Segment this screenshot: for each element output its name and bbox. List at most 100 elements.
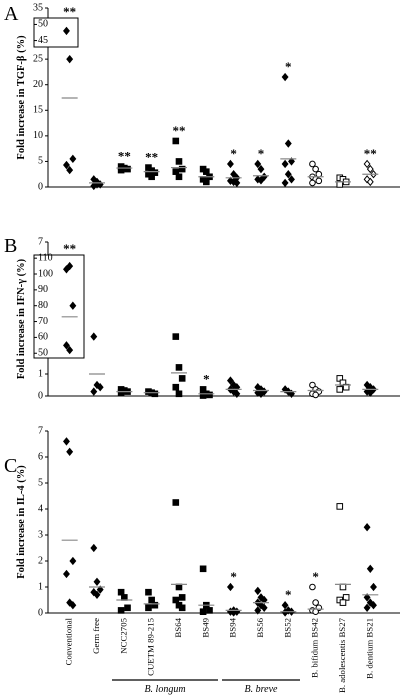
- significance: **: [118, 149, 131, 164]
- data-point: [288, 157, 295, 166]
- x-tick-label: B. dentium BS21: [364, 618, 374, 679]
- y-axis-label: Fold increase in TGF-β (%): [16, 35, 27, 160]
- significance: **: [63, 4, 76, 19]
- data-point: [63, 160, 70, 170]
- data-point: [288, 175, 295, 184]
- data-point: [69, 154, 77, 164]
- x-tick-label: Germ free: [91, 618, 101, 654]
- data-point: [309, 160, 316, 168]
- x-tick-label: BS64: [173, 617, 183, 637]
- x-tick-label: CUETM 89-215: [146, 617, 156, 676]
- data-point: [366, 388, 374, 397]
- panel-label: A: [4, 3, 19, 25]
- data-point: [206, 391, 213, 399]
- data-point: [257, 389, 265, 398]
- inset-tick-label: 60: [38, 332, 48, 343]
- data-point: [206, 607, 213, 614]
- data-point: [117, 166, 125, 174]
- data-point: [96, 383, 104, 392]
- x-tick-label: B. adolescentis BS27: [337, 617, 347, 693]
- data-point: [339, 599, 347, 606]
- data-point: [66, 261, 74, 271]
- data-point: [69, 601, 77, 610]
- y-tick-label: 1: [38, 368, 43, 379]
- data-point: [63, 569, 70, 579]
- data-point: [284, 170, 292, 179]
- data-point: [366, 164, 374, 174]
- y-tick-label: 2: [38, 555, 43, 566]
- data-point: [93, 577, 101, 586]
- data-point: [90, 543, 98, 553]
- inset-tick-label: 50: [38, 19, 48, 30]
- y-tick-label: 1: [38, 581, 43, 592]
- data-point: [336, 503, 344, 510]
- y-tick-label: 7: [38, 425, 43, 436]
- y-tick-label: 7: [38, 236, 43, 247]
- data-point: [309, 381, 316, 389]
- inset-tick-label: 70: [38, 316, 48, 327]
- data-point: [90, 332, 98, 341]
- inset-box: [33, 17, 79, 48]
- data-point: [281, 178, 289, 188]
- group-label: B. longum: [144, 684, 185, 695]
- data-point: [178, 604, 186, 612]
- data-point: [312, 608, 319, 616]
- data-point: [148, 173, 155, 181]
- data-point: [199, 565, 207, 573]
- data-point: [175, 364, 183, 371]
- y-tick-label: 5: [38, 156, 43, 167]
- data-point: [312, 599, 319, 606]
- data-point: [66, 345, 74, 355]
- significance: *: [312, 569, 319, 584]
- data-point: [172, 499, 180, 506]
- data-point: [151, 601, 159, 609]
- y-axis-label: Fold increase in IL-4 (%): [16, 465, 27, 579]
- y-tick-label: 0: [38, 181, 43, 192]
- data-point: [199, 392, 207, 399]
- y-tick-label: 4: [38, 503, 43, 514]
- data-point: [151, 390, 159, 398]
- data-point: [175, 390, 183, 398]
- data-point: [90, 387, 98, 396]
- x-tick-label: BS49: [200, 617, 210, 637]
- x-tick-label: NCC2705: [118, 617, 128, 653]
- panel-label: B: [4, 235, 17, 257]
- data-point: [363, 159, 371, 169]
- data-point: [63, 341, 70, 350]
- inset-tick-label: 80: [38, 300, 48, 311]
- data-point: [178, 375, 186, 382]
- data-point: [178, 594, 186, 601]
- data-point: [226, 376, 234, 385]
- significance: **: [172, 123, 185, 138]
- data-point: [93, 380, 101, 390]
- data-point: [117, 607, 125, 614]
- x-tick-label: Conventional: [64, 617, 74, 665]
- data-point: [254, 586, 262, 596]
- inset-box: [33, 254, 85, 359]
- data-point: [312, 165, 319, 173]
- data-point: [145, 604, 152, 612]
- significance: *: [203, 371, 210, 386]
- data-point: [312, 391, 319, 399]
- data-point: [284, 139, 292, 148]
- x-tick-label: BS52: [282, 618, 292, 638]
- data-point: [254, 159, 262, 169]
- data-point: [257, 164, 265, 174]
- inset-tick-label: 90: [38, 284, 48, 295]
- data-point: [370, 601, 377, 610]
- data-point: [315, 177, 323, 185]
- significance: **: [364, 146, 377, 161]
- data-point: [121, 594, 128, 601]
- data-point: [363, 175, 371, 184]
- x-tick-label: BS56: [255, 617, 265, 637]
- data-point: [309, 179, 316, 187]
- significance: **: [63, 241, 76, 256]
- inset-tick-label: 110: [38, 252, 53, 263]
- data-point: [66, 54, 74, 64]
- x-tick-label: BS94: [228, 617, 238, 637]
- data-point: [363, 523, 371, 532]
- x-tick-label: B. bifidum BS42: [310, 618, 320, 678]
- data-point: [175, 173, 183, 181]
- data-point: [66, 447, 74, 456]
